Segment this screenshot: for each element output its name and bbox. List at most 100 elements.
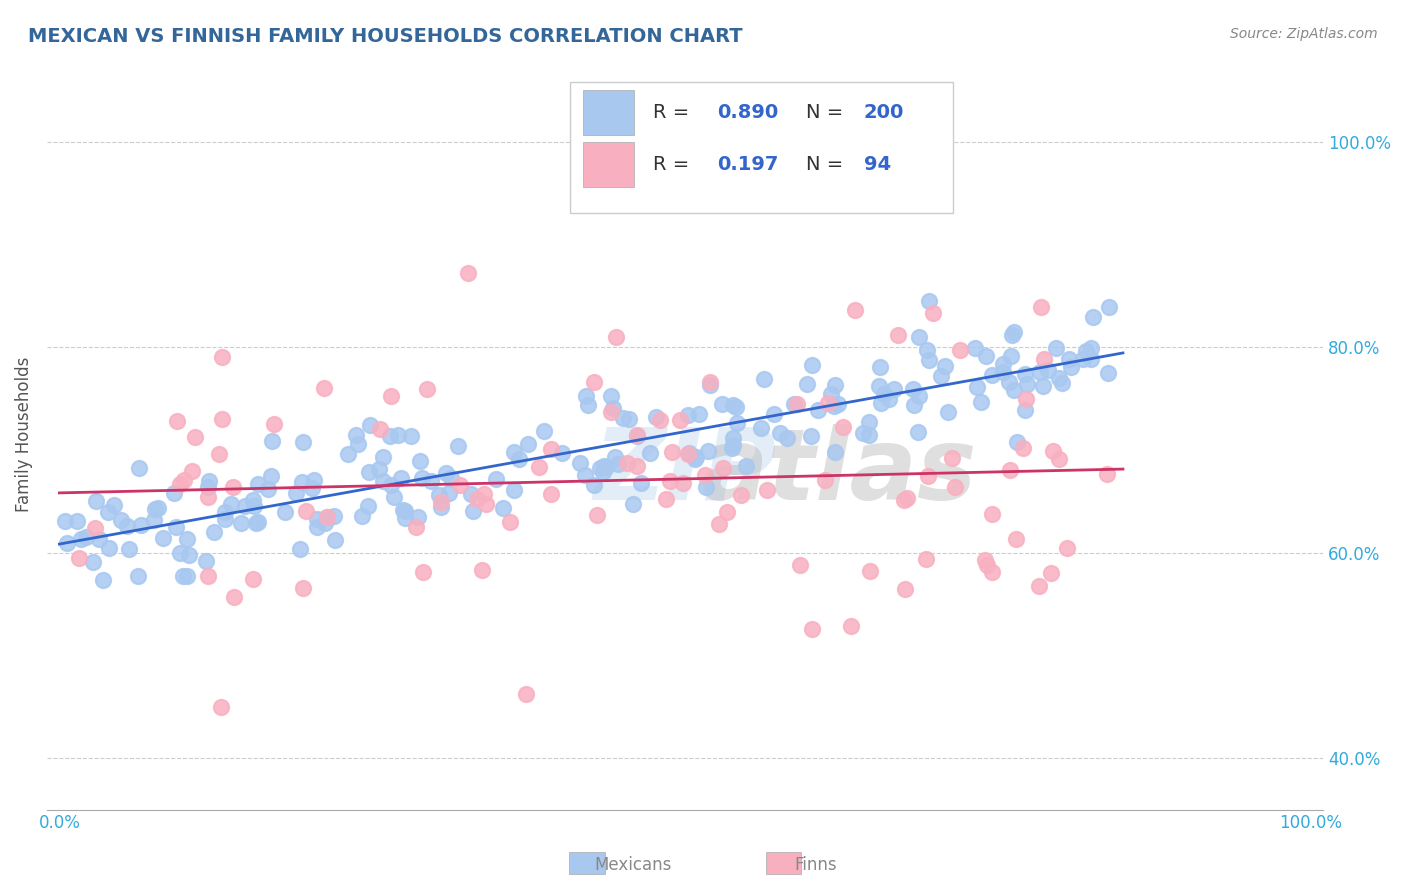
Point xyxy=(814,473,837,487)
Point xyxy=(84,521,107,535)
Point xyxy=(394,511,416,525)
Point xyxy=(67,551,90,566)
Point xyxy=(638,446,661,460)
Point xyxy=(941,450,963,465)
Point xyxy=(115,519,138,533)
Point xyxy=(110,513,132,527)
Point xyxy=(145,502,167,516)
Point xyxy=(371,474,394,488)
Point xyxy=(755,483,778,498)
Point xyxy=(305,520,328,534)
Point xyxy=(1095,467,1118,481)
Point xyxy=(582,478,605,492)
Point xyxy=(429,500,451,514)
Point xyxy=(963,341,986,355)
Point xyxy=(1042,443,1064,458)
Point xyxy=(359,465,381,479)
Point xyxy=(678,447,700,461)
Point xyxy=(877,392,900,407)
Point xyxy=(776,431,799,445)
Point xyxy=(801,358,824,372)
Point xyxy=(1014,403,1036,417)
Point xyxy=(394,504,416,518)
Point xyxy=(696,444,718,458)
Point xyxy=(449,478,471,492)
Point xyxy=(678,446,700,460)
Point xyxy=(973,553,995,567)
Point xyxy=(868,379,890,393)
Point xyxy=(612,411,634,425)
Point xyxy=(91,573,114,587)
Point xyxy=(1056,541,1078,555)
FancyBboxPatch shape xyxy=(583,89,634,135)
Point xyxy=(991,357,1014,371)
Point xyxy=(1098,300,1121,314)
Point xyxy=(981,565,1004,579)
Point xyxy=(197,480,219,494)
Point xyxy=(824,445,846,459)
Point xyxy=(316,510,339,524)
Point xyxy=(242,493,264,508)
Point xyxy=(211,350,233,364)
Point xyxy=(858,428,880,442)
Point xyxy=(219,497,242,511)
Point xyxy=(589,460,612,475)
Point xyxy=(711,460,734,475)
Point xyxy=(405,520,427,534)
Point xyxy=(1002,383,1025,397)
Point xyxy=(380,478,402,492)
Point xyxy=(730,488,752,502)
Point xyxy=(976,558,998,572)
Point xyxy=(447,439,470,453)
Point xyxy=(1001,327,1024,342)
Point xyxy=(626,458,648,473)
Point xyxy=(166,414,188,428)
Text: R =: R = xyxy=(654,103,696,121)
Point xyxy=(1047,451,1070,466)
Point xyxy=(1081,310,1104,325)
Point xyxy=(274,505,297,519)
Point xyxy=(917,469,939,483)
Point xyxy=(807,402,830,417)
Point xyxy=(688,407,710,421)
Point xyxy=(908,389,931,403)
Text: Mexicans: Mexicans xyxy=(593,856,672,874)
Point xyxy=(858,415,880,429)
Point xyxy=(129,517,152,532)
Point xyxy=(291,475,314,489)
Point xyxy=(387,427,409,442)
Point xyxy=(368,462,391,476)
Point xyxy=(508,452,530,467)
Point xyxy=(1059,360,1081,375)
Point xyxy=(295,503,318,517)
Point xyxy=(929,369,952,384)
Point xyxy=(998,463,1021,477)
Point xyxy=(783,397,806,411)
Point xyxy=(883,382,905,396)
Point xyxy=(75,530,97,544)
Point xyxy=(859,564,882,578)
Point xyxy=(1057,352,1080,367)
Text: R =: R = xyxy=(654,155,696,174)
Text: 200: 200 xyxy=(863,103,904,121)
Point xyxy=(533,424,555,438)
Point xyxy=(1032,379,1054,393)
Point xyxy=(416,382,439,396)
Text: N =: N = xyxy=(806,103,849,121)
Point xyxy=(198,474,221,488)
Point xyxy=(419,474,441,488)
Point xyxy=(915,343,938,357)
Point xyxy=(515,687,537,701)
Point xyxy=(246,515,269,529)
Point xyxy=(980,507,1002,521)
Point xyxy=(485,472,508,486)
Point xyxy=(650,413,672,427)
Point xyxy=(583,376,606,390)
Text: Finns: Finns xyxy=(794,856,837,874)
Point xyxy=(56,535,79,549)
Point xyxy=(337,447,360,461)
Text: N =: N = xyxy=(806,155,849,174)
Text: 94: 94 xyxy=(863,155,891,174)
Point xyxy=(896,491,918,505)
Point xyxy=(263,417,285,432)
